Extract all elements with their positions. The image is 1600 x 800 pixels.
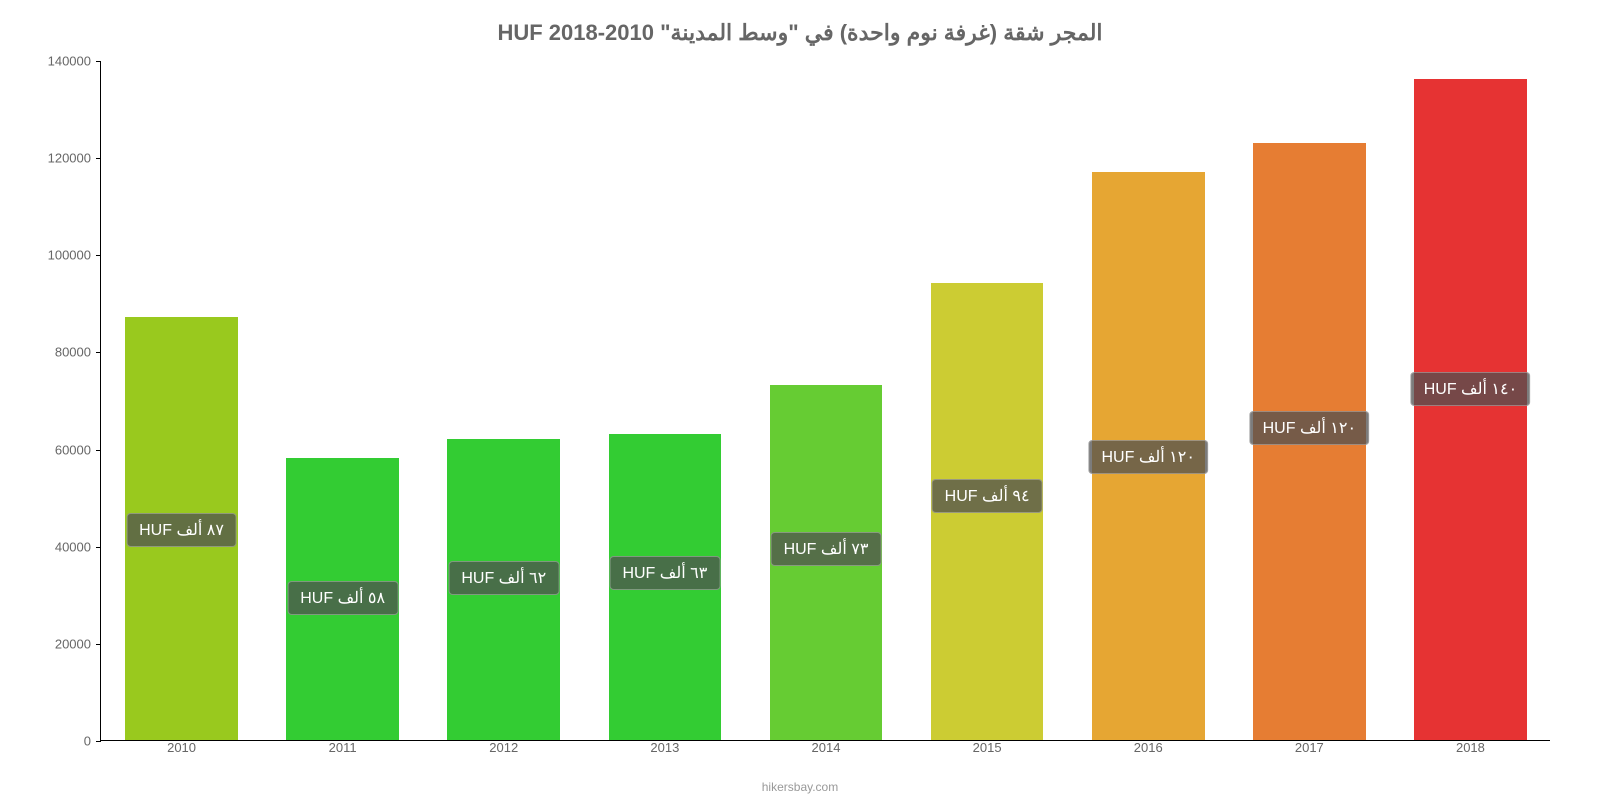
bar-value-label: ٩٤ ألف HUF <box>932 479 1043 513</box>
bar-value-label: ٦٢ ألف HUF <box>448 561 559 595</box>
y-tick-mark <box>96 158 101 159</box>
y-tick-label: 0 <box>84 734 91 749</box>
bar-value-label: ١٢٠ ألف HUF <box>1088 440 1207 474</box>
plot-area: 020000400006000080000100000120000140000 … <box>100 61 1550 741</box>
chart-container: المجر شقة (غرفة نوم واحدة) في "وسط المدي… <box>0 0 1600 800</box>
x-tick-label: 2016 <box>1134 740 1163 755</box>
bar-value-label: ١٢٠ ألف HUF <box>1250 411 1369 445</box>
x-tick-label: 2012 <box>489 740 518 755</box>
y-tick-label: 40000 <box>55 539 91 554</box>
x-tick-label: 2018 <box>1456 740 1485 755</box>
bar <box>1414 79 1527 740</box>
bar-value-label: ٦٣ ألف HUF <box>609 556 720 590</box>
y-tick-label: 120000 <box>48 151 91 166</box>
y-tick-label: 100000 <box>48 248 91 263</box>
x-tick-label: 2013 <box>650 740 679 755</box>
y-tick-mark <box>96 644 101 645</box>
chart-title: المجر شقة (غرفة نوم واحدة) في "وسط المدي… <box>40 20 1560 46</box>
y-tick-mark <box>96 352 101 353</box>
y-tick-label: 60000 <box>55 442 91 457</box>
bar-value-label: ٨٧ ألف HUF <box>126 513 237 547</box>
y-tick-mark <box>96 450 101 451</box>
x-tick-label: 2015 <box>973 740 1002 755</box>
x-tick-label: 2011 <box>329 740 357 755</box>
bar-value-label: ١٤٠ ألف HUF <box>1411 372 1530 406</box>
bar-value-label: ٧٣ ألف HUF <box>771 532 882 566</box>
x-tick-label: 2014 <box>812 740 841 755</box>
y-tick-label: 140000 <box>48 54 91 69</box>
y-tick-label: 20000 <box>55 636 91 651</box>
x-tick-label: 2010 <box>167 740 196 755</box>
y-axis: 020000400006000080000100000120000140000 <box>36 61 96 740</box>
chart-caption: hikersbay.com <box>762 780 838 794</box>
y-tick-mark <box>96 255 101 256</box>
x-axis: 2010 2011 2012 2013 2014 2015 2016 2017 2018 <box>101 740 1550 765</box>
y-tick-label: 80000 <box>55 345 91 360</box>
x-tick-label: 2017 <box>1295 740 1324 755</box>
bar-value-label: ٥٨ ألف HUF <box>287 581 398 615</box>
y-tick-mark <box>96 61 101 62</box>
y-tick-mark <box>96 547 101 548</box>
